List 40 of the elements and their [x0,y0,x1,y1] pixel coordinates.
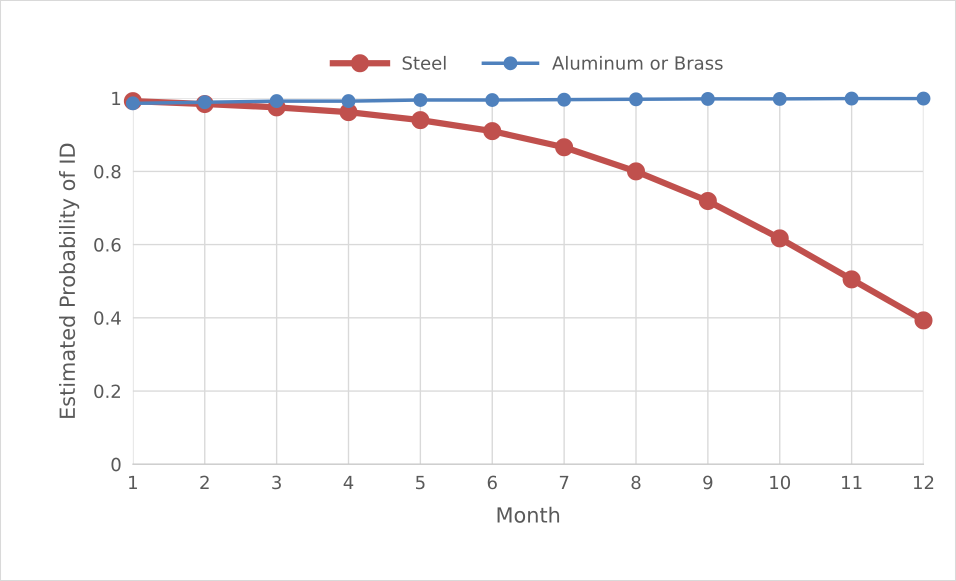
point [485,93,500,107]
point [557,92,572,107]
x-axis-title: Month [498,506,560,523]
y-tick-label: 0.6 [94,238,121,252]
point [916,92,930,106]
point [914,311,933,330]
legend-label: Steel [402,56,446,70]
point [626,162,646,180]
y-tick-label: 0 [111,458,121,472]
y-tick-label: 0.2 [94,384,120,398]
point [770,229,789,248]
x-tick-label: 3 [272,476,281,490]
point [411,111,430,130]
x-tick-label: 1 [129,476,137,490]
point [844,92,859,106]
point [270,94,284,108]
point [842,270,861,288]
y-tick-label: 1 [112,92,120,106]
point [700,92,715,106]
point [483,122,502,140]
point [413,93,428,107]
x-tick-label: 10 [770,476,790,490]
x-tick-label: 5 [416,476,425,490]
point [629,92,643,106]
x-tick-label: 4 [344,476,354,490]
point [555,138,574,156]
y-axis-title: Estimated Probability of ID [59,144,80,418]
x-tick-label: 6 [488,476,497,490]
y-tick-label: 0.4 [94,311,121,325]
point [772,92,787,106]
x-tick-label: 2 [200,476,209,490]
legend-label: Aluminum or Brass [552,56,723,70]
x-tick-label: 12 [914,476,934,490]
x-tick-label: 11 [842,476,862,490]
x-tick-label: 7 [560,476,568,490]
x-tick-label: 9 [703,476,712,490]
point [342,94,356,108]
point [698,192,717,210]
y-tick-label: 0.8 [94,164,121,179]
x-tick-label: 8 [631,476,641,490]
